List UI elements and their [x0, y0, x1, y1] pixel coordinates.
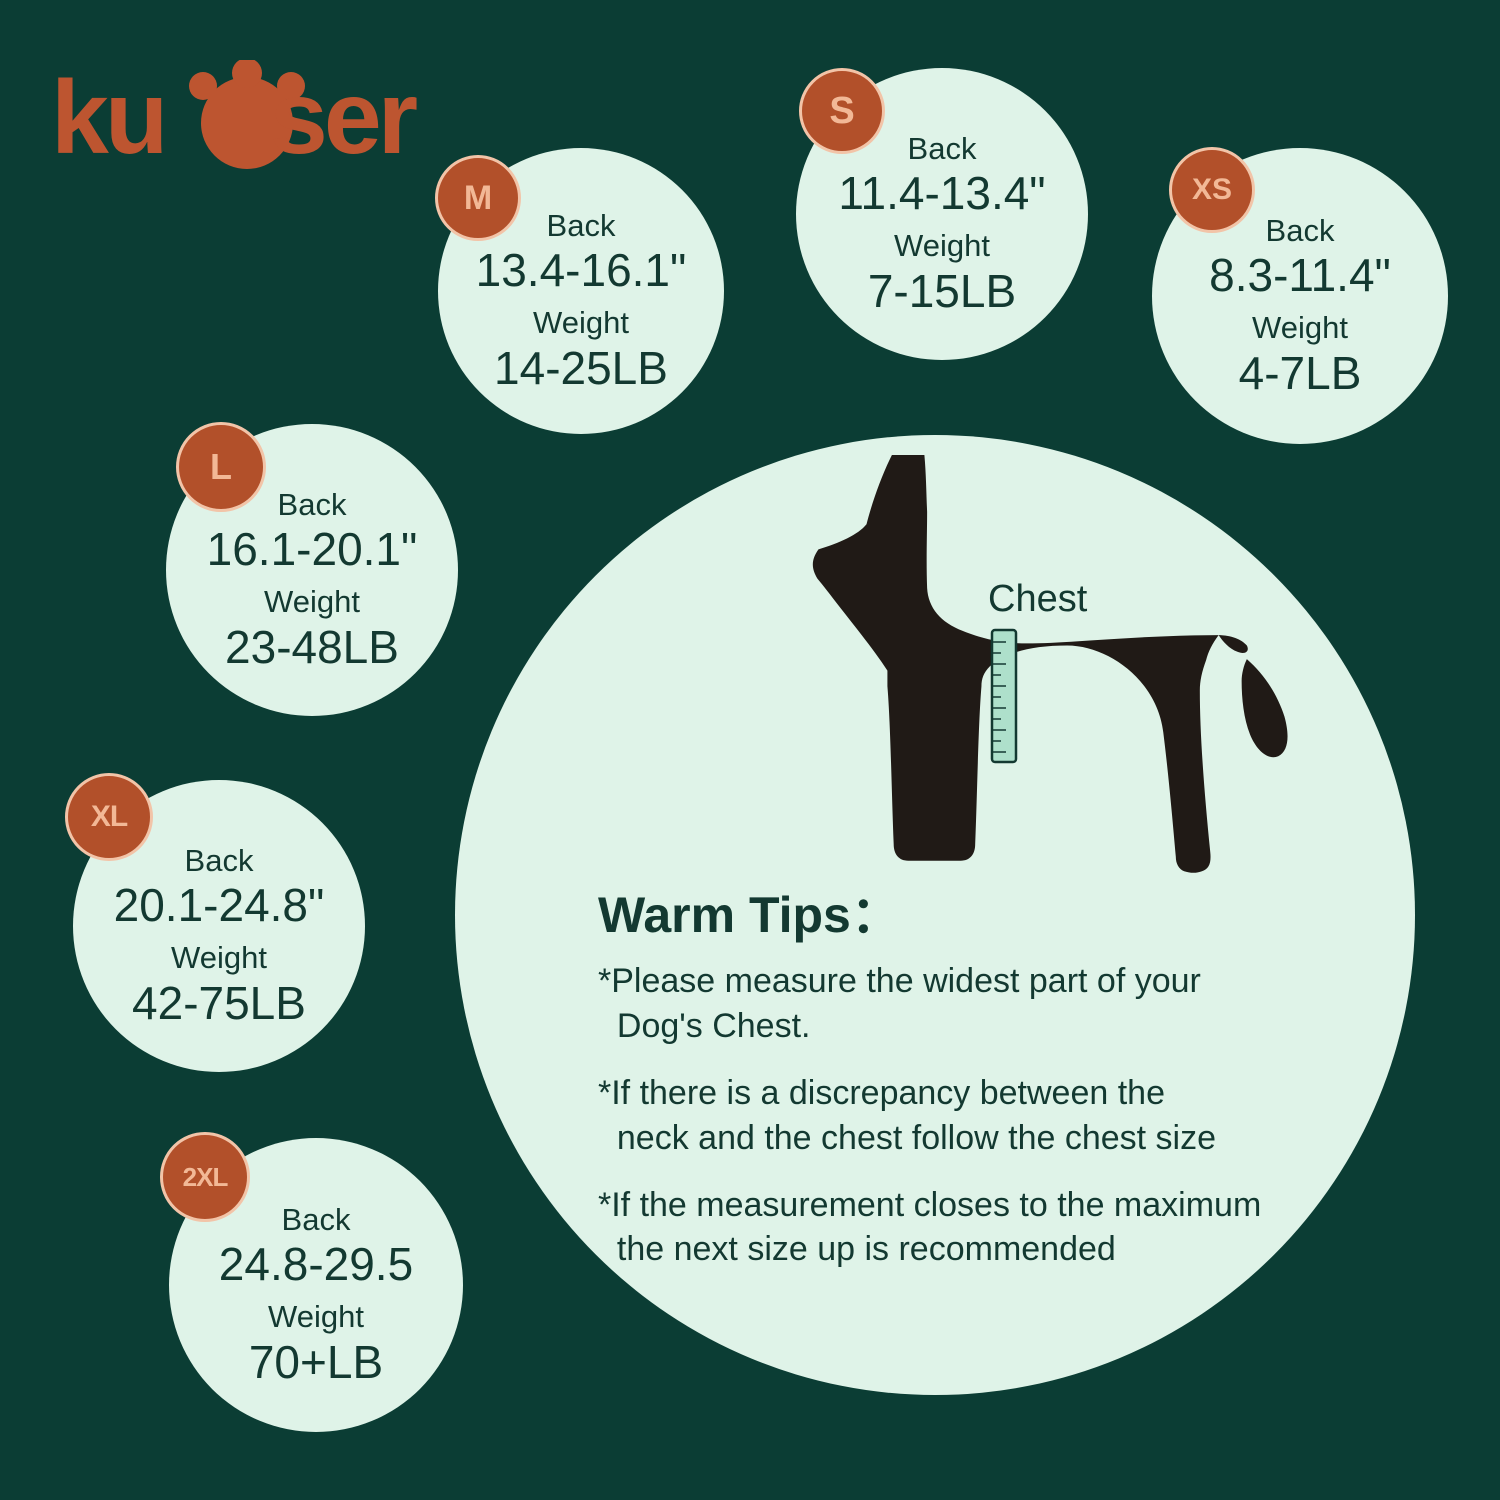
svg-text:ku: ku — [55, 60, 164, 176]
svg-text:ser: ser — [270, 60, 417, 176]
